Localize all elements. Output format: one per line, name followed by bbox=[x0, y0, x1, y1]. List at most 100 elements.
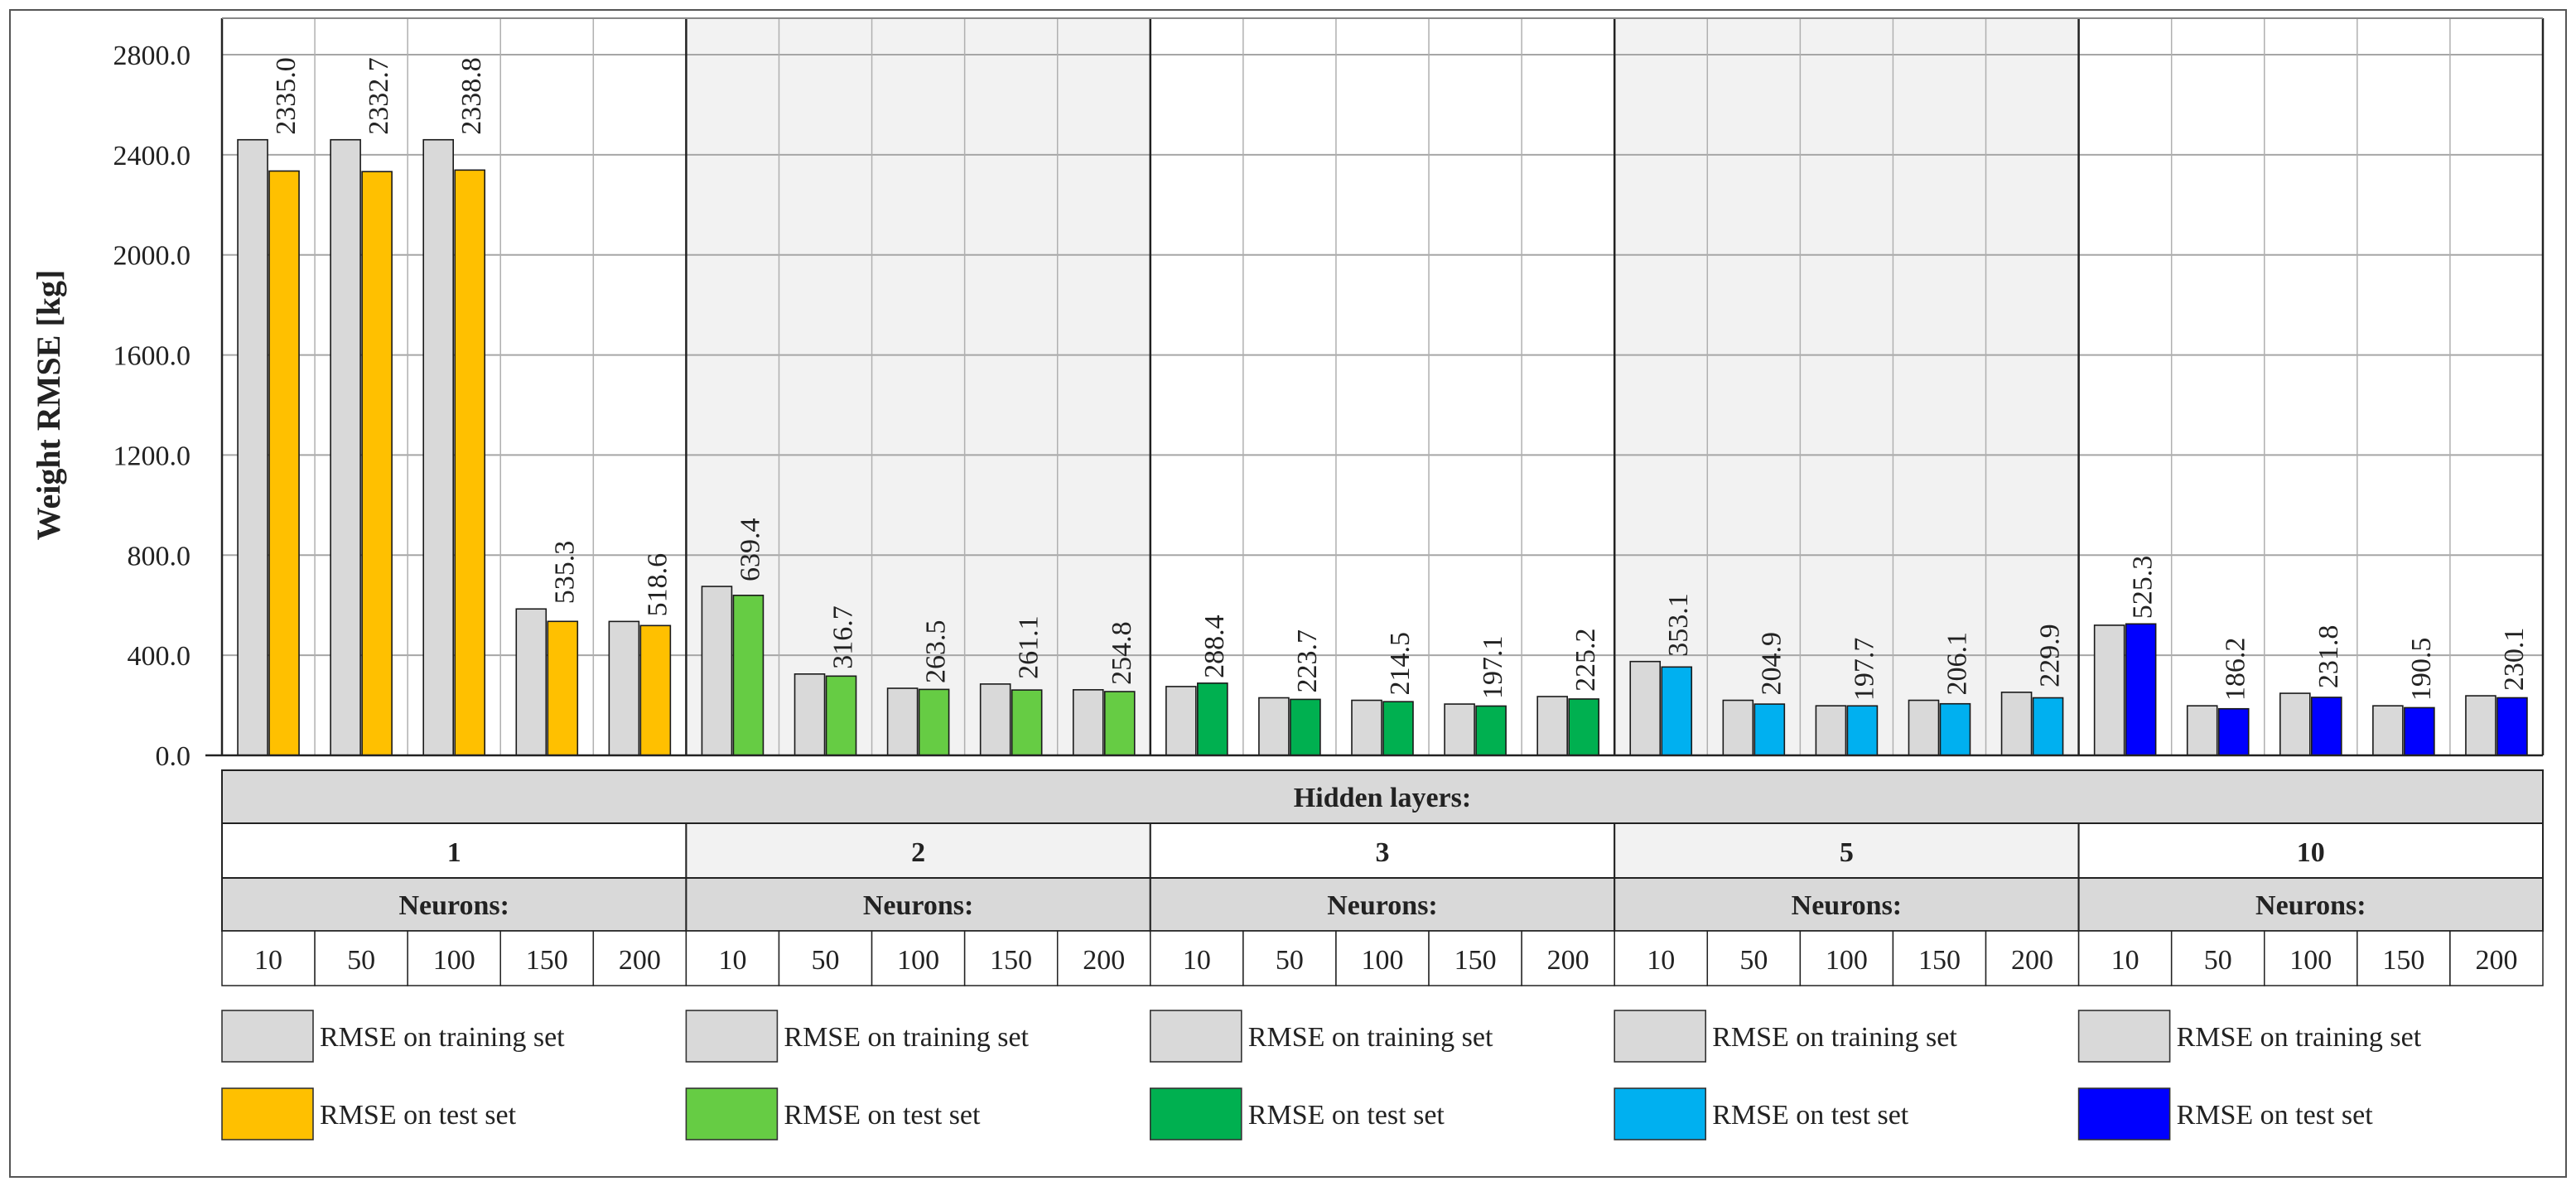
neuron-count-text: 10 bbox=[254, 945, 282, 976]
legend-swatch-test bbox=[1150, 1087, 1242, 1140]
legend-label-train: RMSE on training set bbox=[1712, 1022, 1957, 1053]
train-bar bbox=[1722, 699, 1754, 756]
test-value-label: 225.2 bbox=[1570, 628, 1601, 692]
test-bar bbox=[1382, 701, 1414, 756]
test-value-label: 230.1 bbox=[2499, 628, 2530, 692]
y-tick-label: 800.0 bbox=[128, 541, 191, 571]
train-bar bbox=[422, 138, 455, 756]
outer-frame bbox=[9, 9, 2567, 1178]
train-bar bbox=[237, 138, 268, 756]
legend-label-train: RMSE on training set bbox=[2177, 1022, 2422, 1053]
neuron-count-cell bbox=[2170, 930, 2265, 986]
train-bar bbox=[1072, 689, 1104, 756]
test-bar bbox=[2032, 697, 2064, 756]
test-value-label: 288.4 bbox=[1199, 615, 1230, 678]
neuron-count-text: 100 bbox=[433, 945, 475, 976]
hidden-layer-group-cell bbox=[685, 822, 1151, 879]
neuron-count-text: 150 bbox=[2382, 945, 2424, 976]
legend-label-test: RMSE on test set bbox=[2177, 1100, 2374, 1131]
legend-label-test: RMSE on test set bbox=[320, 1100, 517, 1131]
y-tick-label: 1200.0 bbox=[113, 441, 191, 471]
neurons-header-text: Neurons: bbox=[1792, 890, 1903, 921]
hidden-layer-count: 3 bbox=[1376, 837, 1390, 868]
neuron-count-cell bbox=[871, 930, 966, 986]
test-bar bbox=[639, 624, 672, 756]
neuron-count-cell bbox=[592, 930, 687, 986]
neuron-count-cell bbox=[2449, 930, 2544, 986]
neurons-header-text: Neurons: bbox=[2255, 890, 2366, 921]
train-bar bbox=[608, 620, 640, 756]
neuron-count-cell bbox=[1150, 930, 1244, 986]
neuron-count-text: 200 bbox=[2011, 945, 2053, 976]
neurons-header-text: Neurons: bbox=[863, 890, 974, 921]
legend-swatch-test bbox=[685, 1087, 779, 1140]
test-bar bbox=[2404, 706, 2435, 756]
test-bar bbox=[2496, 697, 2528, 756]
test-value-label: 518.6 bbox=[642, 553, 673, 617]
hidden-layer-count: 10 bbox=[2297, 837, 2325, 868]
test-value-label: 231.8 bbox=[2313, 625, 2344, 689]
neuron-count-text: 100 bbox=[897, 945, 939, 976]
train-bar bbox=[2093, 624, 2125, 756]
test-value-label: 214.5 bbox=[1385, 632, 1416, 696]
neuron-count-text: 10 bbox=[1183, 945, 1211, 976]
train-bar bbox=[1165, 686, 1197, 756]
test-value-label: 2332.7 bbox=[364, 57, 394, 135]
train-bar bbox=[794, 673, 826, 756]
neuron-count-cell bbox=[685, 930, 780, 986]
neuron-count-cell bbox=[1056, 930, 1151, 986]
hidden-layer-count: 2 bbox=[911, 837, 925, 868]
neurons-header-cell bbox=[2077, 877, 2545, 932]
legend-label-test: RMSE on test set bbox=[1712, 1100, 1909, 1131]
train-bar bbox=[701, 586, 733, 756]
neuron-count-cell bbox=[314, 930, 408, 986]
hidden-layers-header-text: Hidden layers: bbox=[1294, 783, 1471, 813]
test-bar bbox=[1475, 705, 1507, 756]
neuron-count-text: 100 bbox=[2289, 945, 2332, 976]
neuron-count-text: 150 bbox=[1454, 945, 1497, 976]
test-bar bbox=[1754, 703, 1786, 756]
train-bar bbox=[2465, 695, 2496, 756]
train-bar bbox=[2279, 692, 2311, 756]
test-bar bbox=[268, 170, 300, 756]
legend-label-train: RMSE on training set bbox=[1248, 1022, 1493, 1053]
test-bar bbox=[1568, 698, 1599, 756]
test-bar bbox=[825, 675, 857, 756]
neuron-count-cell bbox=[1706, 930, 1802, 986]
test-value-label: 639.4 bbox=[735, 518, 765, 582]
test-bar bbox=[547, 620, 579, 756]
legend-swatch-train bbox=[685, 1010, 779, 1063]
train-bar bbox=[1351, 699, 1382, 756]
y-tick-label: 0.0 bbox=[156, 741, 191, 772]
neuron-count-cell bbox=[963, 930, 1059, 986]
neuron-count-cell bbox=[1985, 930, 2080, 986]
neurons-header-cell bbox=[1149, 877, 1616, 932]
legend-label-train: RMSE on training set bbox=[320, 1022, 565, 1053]
test-value-label: 316.7 bbox=[828, 605, 859, 669]
train-bar bbox=[515, 608, 548, 756]
y-tick-label: 2400.0 bbox=[113, 141, 191, 171]
test-bar bbox=[2125, 623, 2157, 756]
test-value-label: 525.3 bbox=[2128, 556, 2159, 620]
test-bar bbox=[918, 688, 950, 756]
neuron-count-text: 50 bbox=[1276, 945, 1304, 976]
neuron-count-text: 50 bbox=[1739, 945, 1768, 976]
neurons-header-cell bbox=[1614, 877, 2080, 932]
legend-swatch-train bbox=[1150, 1010, 1242, 1063]
y-axis-label: Weight RMSE [kg] bbox=[30, 270, 67, 541]
neuron-count-cell bbox=[778, 930, 873, 986]
train-bar bbox=[2372, 705, 2404, 756]
neuron-count-text: 50 bbox=[2204, 945, 2232, 976]
test-value-label: 263.5 bbox=[921, 620, 952, 684]
test-bar bbox=[1290, 698, 1321, 756]
y-tick-label: 400.0 bbox=[128, 641, 191, 672]
neuron-count-cell bbox=[407, 930, 501, 986]
train-bar bbox=[1258, 697, 1290, 756]
legend-swatch-test bbox=[221, 1087, 314, 1140]
neurons-header-text: Neurons: bbox=[398, 890, 509, 921]
hidden-layers-header-cell bbox=[221, 769, 2544, 824]
test-value-label: 254.8 bbox=[1107, 621, 1137, 685]
train-bar bbox=[1444, 703, 1475, 756]
